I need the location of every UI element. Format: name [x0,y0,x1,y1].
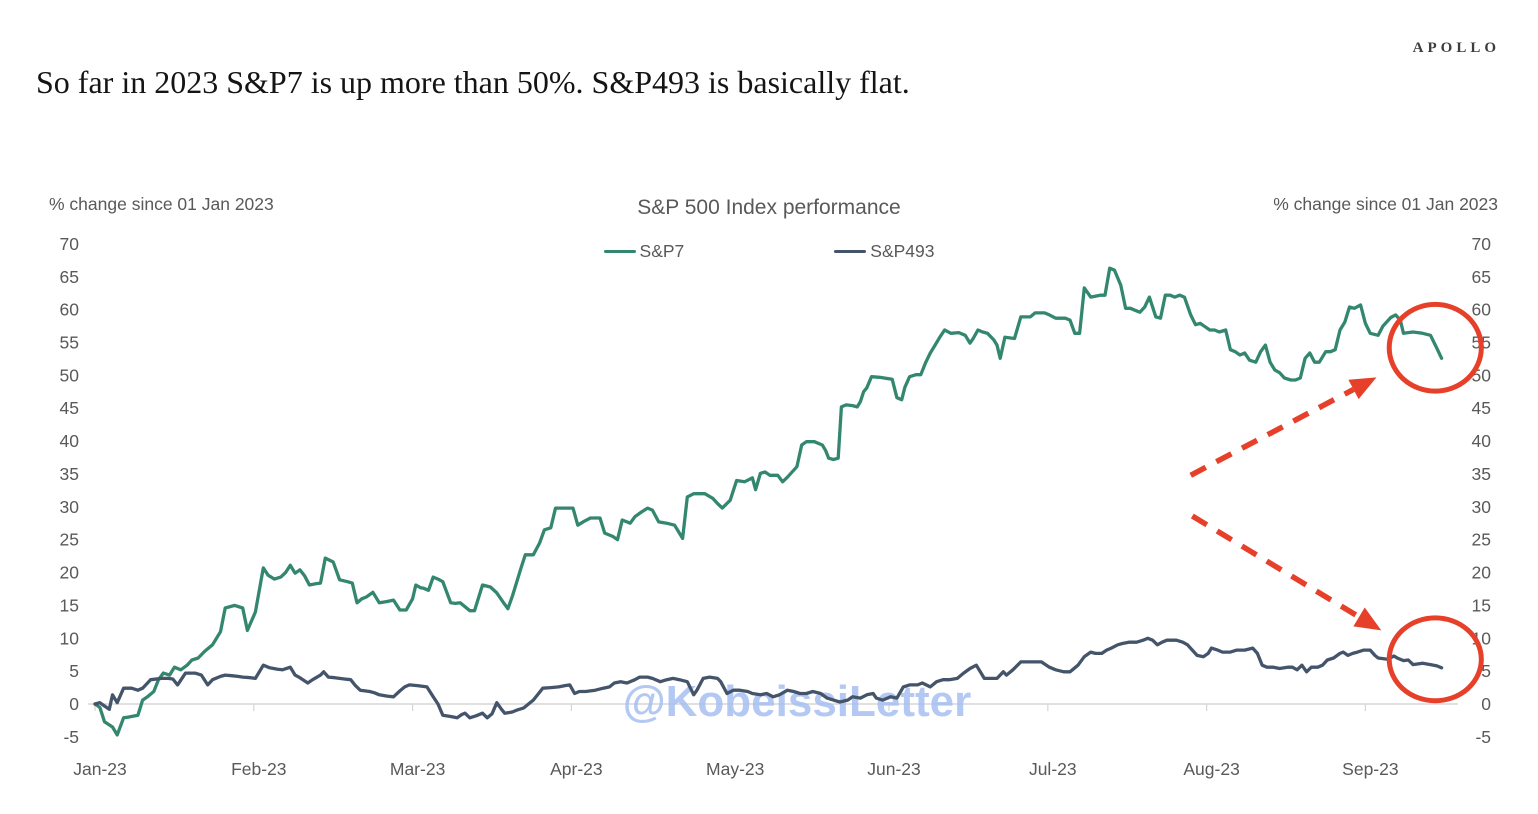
x-tick-label: May-23 [706,759,764,779]
y-tick-label-left: 20 [60,563,80,583]
apollo-logo: APOLLO [1412,40,1500,56]
y-tick-label-right: 25 [1472,530,1491,550]
y-tick-label-right: 35 [1472,464,1491,484]
y-tick-label-left: 50 [60,365,80,385]
y-tick-label-left: 30 [60,497,80,517]
y-tick-label-left: 40 [60,431,80,451]
annotation-arrow-shaft [1189,387,1355,478]
left-axis-title: % change since 01 Jan 2023 [49,194,274,214]
x-tick-label: Feb-23 [231,759,286,779]
annotation-arrow-head [1348,377,1377,400]
chart-title: S&P 500 Index performance [637,196,901,219]
y-tick-label-right: 70 [1472,234,1492,254]
page-title: So far in 2023 S&P7 is up more than 50%.… [36,64,910,100]
x-tick-label: Jun-23 [867,759,921,779]
y-tick-label-left: 45 [60,398,79,418]
x-tick-label: Jan-23 [73,759,127,779]
x-tick-label: Mar-23 [390,759,445,779]
y-tick-label-right: 5 [1481,661,1491,681]
annotation-arrow-shaft [1190,513,1361,620]
x-tick-label: Sep-23 [1342,759,1398,779]
y-tick-label-right: 60 [1472,300,1492,320]
y-tick-label-right: 20 [1472,563,1492,583]
y-tick-label-left: 55 [60,332,79,352]
y-tick-label-left: 0 [69,694,79,714]
legend: S&P7 S&P493 [0,241,1538,262]
y-tick-label-left: 15 [60,595,79,615]
annotation-circle-sp493 [1386,615,1484,704]
y-tick-label-left: 10 [60,628,80,648]
annotation-circle-sp7 [1386,301,1484,394]
y-tick-label-left: -5 [63,727,79,747]
x-tick-label: Apr-23 [550,759,603,779]
right-axis-title: % change since 01 Jan 2023 [1273,194,1498,214]
series-line-sp493 [93,636,1444,720]
y-tick-label-left: 70 [60,234,80,254]
y-tick-label-right: 15 [1472,595,1491,615]
legend-label-sp493: S&P493 [870,241,935,261]
sp7-line-swatch [603,249,636,254]
y-tick-label-right: 65 [1472,267,1491,287]
series-line-sp7 [93,266,1444,737]
y-tick-label-left: 25 [60,530,79,550]
legend-item-sp7: S&P7 [603,241,685,262]
y-tick-label-left: 60 [60,300,80,320]
y-tick-label-left: 35 [60,464,79,484]
legend-item-sp493: S&P493 [834,241,934,262]
x-tick-label: Jul-23 [1029,759,1077,779]
annotation-arrow-head [1353,607,1382,631]
y-tick-label-right: 0 [1481,694,1491,714]
sp493-line-swatch [834,249,867,254]
y-tick-label-right: 40 [1472,431,1492,451]
x-tick-label: Aug-23 [1183,759,1239,779]
y-tick-label-right: -5 [1475,727,1491,747]
y-tick-label-right: 45 [1472,398,1491,418]
y-tick-label-left: 5 [69,661,79,681]
legend-label-sp7: S&P7 [639,241,685,261]
y-tick-label-left: 65 [60,267,79,287]
y-tick-label-right: 30 [1472,497,1492,517]
